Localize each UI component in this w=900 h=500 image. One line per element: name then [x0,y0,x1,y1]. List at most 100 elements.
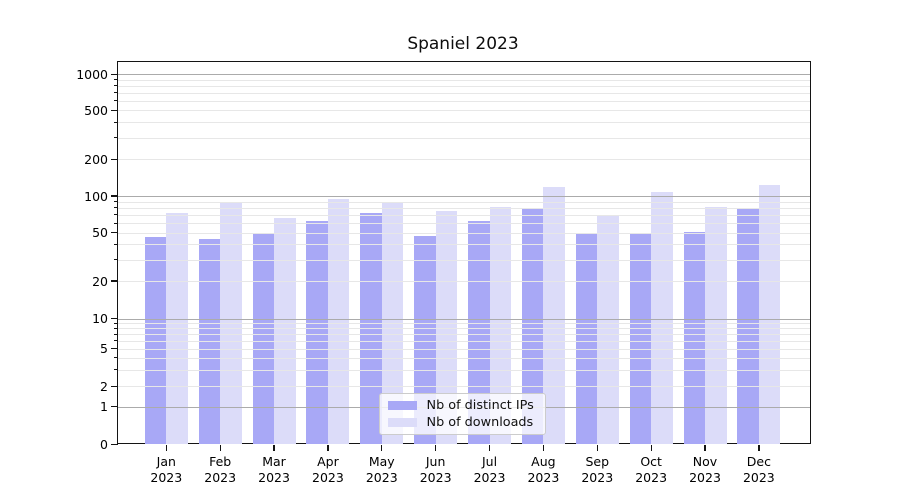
gridline-minor [117,201,810,203]
x-tick-label: Jan 2023 [150,454,183,485]
bar-aug-downloads [543,187,565,445]
gridline-minor [117,348,810,350]
y-minor-tick-mark [114,340,118,342]
gridline-minor [117,232,810,234]
gridline-minor [117,223,810,225]
x-tick-mark [435,445,437,451]
y-minor-tick-mark [114,333,118,335]
gridline-minor [117,369,810,371]
gridline-minor [117,207,810,209]
y-minor-tick-mark [114,100,118,102]
legend: Nb of distinct IPs Nb of downloads [378,393,546,435]
legend-swatch [387,400,417,410]
y-minor-tick-mark [114,369,118,371]
y-minor-tick-mark [114,243,118,245]
x-tick-label: Mar 2023 [258,454,290,485]
gridline-minor [117,110,810,112]
y-tick-label: 0 [100,437,108,452]
gridline-minor [117,323,810,325]
y-tick-mark [111,348,118,350]
gridline-minor [117,92,810,94]
legend-item: Nb of downloads [386,414,539,431]
x-tick-mark [488,445,491,451]
gridline-major [117,196,810,197]
x-tick-mark [542,445,545,451]
plot-area: Nb of distinct IPs Nb of downloads 0 1 2 5 10… [76,61,811,485]
gridline-minor [117,122,810,124]
x-tick-label: Nov 2023 [689,454,721,485]
y-minor-tick-mark [114,85,118,87]
y-tick-mark [111,280,118,282]
bar-mar-downloads [274,218,296,445]
x-tick-label: Feb 2023 [204,454,237,485]
bar-jul-ips [468,221,490,445]
bar-sep-ips [575,233,598,445]
y-tick-label: 10 [92,311,108,327]
y-minor-tick-mark [114,357,118,359]
x-tick-mark [596,445,598,451]
chart-title: Spaniel 2023 [407,34,519,54]
y-tick-mark [111,443,118,446]
bar-jan-ips [144,237,167,445]
gridline-minor [117,281,810,282]
bar-mar-ips [252,232,275,445]
y-tick-mark [111,73,118,75]
y-tick-mark [111,158,118,160]
y-tick-label: 1000 [76,66,108,82]
y-tick-label: 50 [92,225,108,241]
bar-jun-downloads [435,210,458,445]
bar-jul-downloads [489,206,512,445]
y-tick-mark [111,109,118,111]
y-tick-label: 100 [84,188,108,204]
bar-dec-downloads [758,184,781,445]
bar-dec-ips [737,209,759,445]
y-minor-tick-mark [114,92,118,94]
x-tick-mark [165,445,167,451]
y-minor-tick-mark [114,259,118,261]
gridline-minor [117,386,810,388]
bar-apr-downloads [327,199,350,445]
y-minor-tick-mark [114,121,118,123]
gridline-minor [117,214,810,216]
bar-oct-downloads [651,191,673,445]
y-tick-mark [111,406,118,408]
gridline-minor [117,85,810,87]
x-tick-label: May 2023 [365,454,398,485]
y-tick-mark [111,232,118,234]
x-tick-mark [650,445,652,451]
x-tick-mark [381,445,383,451]
gridline-minor [117,328,810,330]
bar-apr-ips [306,221,328,445]
bar-aug-ips [521,209,544,445]
x-tick-label: Jul 2023 [473,454,506,485]
bar-nov-downloads [705,206,727,445]
bar-sep-downloads [597,216,619,445]
y-tick-label: 2 [100,378,108,394]
y-tick-label: 5 [100,341,108,357]
legend-label: Nb of distinct IPs [426,397,534,413]
y-minor-tick-mark [114,207,118,209]
bar-feb-ips [198,239,221,445]
x-tick-label: Apr 2023 [312,454,344,485]
x-tick-mark [327,445,329,451]
gridline-major [117,318,810,320]
x-tick-label: Dec 2023 [742,454,775,485]
y-minor-tick-mark [114,79,118,81]
x-tick-mark [273,445,275,451]
gridline-minor [117,159,810,161]
y-minor-tick-mark [114,322,118,324]
gridline-minor [117,334,810,336]
y-minor-tick-mark [114,137,118,139]
x-tick-label: Jun 2023 [419,454,452,485]
x-tick-mark [219,445,221,451]
y-tick-mark [111,195,118,197]
y-tick-label: 20 [92,273,108,289]
bar-oct-ips [629,232,652,445]
y-minor-tick-mark [114,201,118,203]
x-tick-label: Aug 2023 [527,454,560,485]
gridline-minor [117,340,810,342]
y-minor-tick-mark [114,327,118,329]
y-tick-mark [111,385,118,387]
gridline-minor [117,357,810,359]
